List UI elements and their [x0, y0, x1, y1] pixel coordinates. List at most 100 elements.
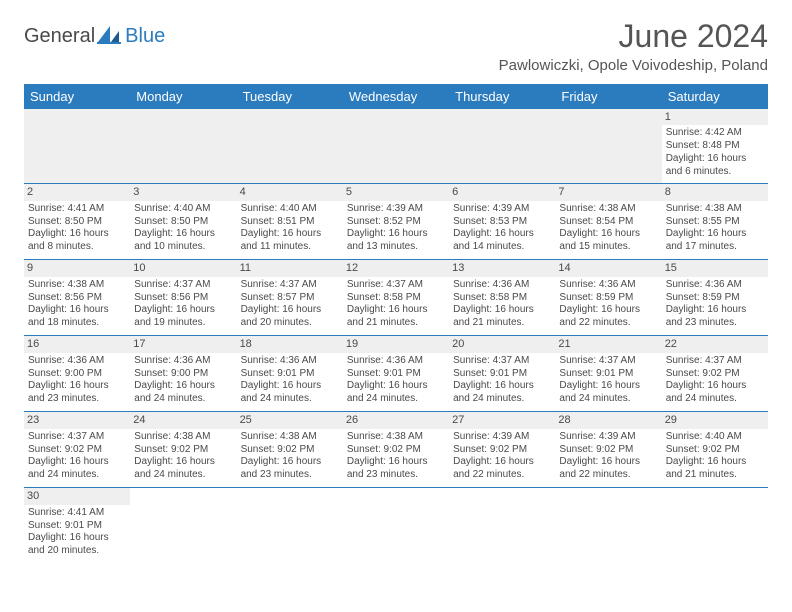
daylight-text: Daylight: 16 hours and 11 minutes.	[241, 228, 339, 254]
header: General Blue June 2024 Pawlowiczki, Opol…	[24, 18, 768, 74]
day-number: 11	[237, 260, 343, 276]
sunset-text: Sunset: 9:02 PM	[559, 444, 657, 457]
logo-sail-icon	[97, 24, 123, 49]
day-info: Sunrise: 4:41 AMSunset: 8:50 PMDaylight:…	[28, 203, 126, 254]
day-number: 20	[449, 336, 555, 352]
sunset-text: Sunset: 8:58 PM	[453, 292, 551, 305]
calendar-day-cell: 24Sunrise: 4:38 AMSunset: 9:02 PMDayligh…	[130, 412, 236, 488]
daylight-text: Daylight: 16 hours and 23 minutes.	[241, 456, 339, 482]
day-number: 5	[343, 184, 449, 200]
sunset-text: Sunset: 9:01 PM	[241, 368, 339, 381]
day-number: 29	[662, 412, 768, 428]
sunrise-text: Sunrise: 4:38 AM	[347, 431, 445, 444]
calendar-day-cell: 3Sunrise: 4:40 AMSunset: 8:50 PMDaylight…	[130, 184, 236, 260]
calendar-day-cell: 13Sunrise: 4:36 AMSunset: 8:58 PMDayligh…	[449, 260, 555, 336]
sunrise-text: Sunrise: 4:40 AM	[241, 203, 339, 216]
calendar-day-cell: 22Sunrise: 4:37 AMSunset: 9:02 PMDayligh…	[662, 336, 768, 412]
calendar-day-cell: 27Sunrise: 4:39 AMSunset: 9:02 PMDayligh…	[449, 412, 555, 488]
day-number: 8	[662, 184, 768, 200]
day-number: 16	[24, 336, 130, 352]
day-number: 9	[24, 260, 130, 276]
day-number: 7	[555, 184, 661, 200]
calendar-day-cell: 18 Sunrise: 4:36 AMSunset: 9:01 PMDayligh…	[237, 336, 343, 412]
sunrise-text: Sunrise: 4:39 AM	[559, 431, 657, 444]
sunset-text: Sunset: 8:53 PM	[453, 216, 551, 229]
calendar-day-cell: 8Sunrise: 4:38 AMSunset: 8:55 PMDaylight…	[662, 184, 768, 260]
day-number: 19	[343, 336, 449, 352]
day-number: 24	[130, 412, 236, 428]
day-info: Sunrise: 4:36 AMSunset: 8:59 PMDaylight:…	[666, 279, 764, 330]
day-number: 17	[130, 336, 236, 352]
day-info: Sunrise: 4:36 AMSunset: 9:00 PMDaylight:…	[134, 355, 232, 406]
day-info: Sunrise: 4:38 AMSunset: 8:56 PMDaylight:…	[28, 279, 126, 330]
daylight-text: Daylight: 16 hours and 24 minutes.	[453, 380, 551, 406]
weekday-header: Monday	[130, 84, 236, 109]
daylight-text: Daylight: 16 hours and 21 minutes.	[453, 304, 551, 330]
sunrise-text: Sunrise: 4:37 AM	[559, 355, 657, 368]
day-info: Sunrise: 4:40 AMSunset: 8:50 PMDaylight:…	[134, 203, 232, 254]
daylight-text: Daylight: 16 hours and 20 minutes.	[28, 532, 126, 558]
calendar-day-cell: 7 Sunrise: 4:38 AMSunset: 8:54 PMDaylight…	[555, 184, 661, 260]
calendar-day-cell: 6Sunrise: 4:39 AMSunset: 8:53 PMDaylight…	[449, 184, 555, 260]
day-info: Sunrise: 4:37 AMSunset: 8:58 PMDaylight:…	[347, 279, 445, 330]
title-block: June 2024 Pawlowiczki, Opole Voivodeship…	[499, 18, 768, 74]
calendar-day-cell: 2Sunrise: 4:41 AMSunset: 8:50 PMDaylight…	[24, 184, 130, 260]
sunset-text: Sunset: 8:59 PM	[559, 292, 657, 305]
day-number: 18	[237, 336, 343, 352]
calendar-day-cell: 15Sunrise: 4:36 AMSunset: 8:59 PMDayligh…	[662, 260, 768, 336]
sunset-text: Sunset: 9:00 PM	[28, 368, 126, 381]
sunrise-text: Sunrise: 4:37 AM	[347, 279, 445, 292]
calendar-day-cell: 4Sunrise: 4:40 AMSunset: 8:51 PMDaylight…	[237, 184, 343, 260]
sunrise-text: Sunrise: 4:40 AM	[666, 431, 764, 444]
sunset-text: Sunset: 9:01 PM	[347, 368, 445, 381]
sunset-text: Sunset: 9:00 PM	[134, 368, 232, 381]
weekday-header-row: Sunday Monday Tuesday Wednesday Thursday…	[24, 84, 768, 109]
day-info: Sunrise: 4:37 AMSunset: 8:56 PMDaylight:…	[134, 279, 232, 330]
sunrise-text: Sunrise: 4:36 AM	[28, 355, 126, 368]
day-info: Sunrise: 4:36 AMSunset: 9:00 PMDaylight:…	[28, 355, 126, 406]
sunrise-text: Sunrise: 4:37 AM	[453, 355, 551, 368]
day-number: 21	[555, 336, 661, 352]
calendar-day-cell	[662, 488, 768, 564]
day-info: Sunrise: 4:38 AMSunset: 8:54 PMDaylight:…	[559, 203, 657, 254]
daylight-text: Daylight: 16 hours and 24 minutes.	[559, 380, 657, 406]
calendar-day-cell: 29Sunrise: 4:40 AMSunset: 9:02 PMDayligh…	[662, 412, 768, 488]
daylight-text: Daylight: 16 hours and 17 minutes.	[666, 228, 764, 254]
day-info: Sunrise: 4:37 AMSunset: 9:01 PMDaylight:…	[559, 355, 657, 406]
daylight-text: Daylight: 16 hours and 22 minutes.	[559, 304, 657, 330]
sunrise-text: Sunrise: 4:37 AM	[134, 279, 232, 292]
calendar-day-cell: 10 Sunrise: 4:37 AMSunset: 8:56 PMDayligh…	[130, 260, 236, 336]
sunrise-text: Sunrise: 4:38 AM	[559, 203, 657, 216]
calendar-day-cell: 9 Sunrise: 4:38 AMSunset: 8:56 PMDaylight…	[24, 260, 130, 336]
weekday-header: Tuesday	[237, 84, 343, 109]
day-info: Sunrise: 4:37 AMSunset: 9:02 PMDaylight:…	[28, 431, 126, 482]
daylight-text: Daylight: 16 hours and 22 minutes.	[559, 456, 657, 482]
sunset-text: Sunset: 8:58 PM	[347, 292, 445, 305]
calendar-day-cell: 11 Sunrise: 4:37 AMSunset: 8:57 PMDayligh…	[237, 260, 343, 336]
daylight-text: Daylight: 16 hours and 24 minutes.	[134, 380, 232, 406]
daylight-text: Daylight: 16 hours and 24 minutes.	[241, 380, 339, 406]
calendar-week-row: 9 Sunrise: 4:38 AMSunset: 8:56 PMDaylight…	[24, 260, 768, 336]
sunrise-text: Sunrise: 4:38 AM	[241, 431, 339, 444]
location-text: Pawlowiczki, Opole Voivodeship, Poland	[499, 57, 768, 74]
sunrise-text: Sunrise: 4:38 AM	[134, 431, 232, 444]
day-number: 13	[449, 260, 555, 276]
sunrise-text: Sunrise: 4:39 AM	[347, 203, 445, 216]
calendar-week-row: 30Sunrise: 4:41 AMSunset: 9:01 PMDayligh…	[24, 488, 768, 564]
calendar-day-cell	[449, 109, 555, 184]
day-number: 14	[555, 260, 661, 276]
daylight-text: Daylight: 16 hours and 8 minutes.	[28, 228, 126, 254]
sunrise-text: Sunrise: 4:36 AM	[347, 355, 445, 368]
sunrise-text: Sunrise: 4:36 AM	[559, 279, 657, 292]
day-number: 10	[130, 260, 236, 276]
daylight-text: Daylight: 16 hours and 23 minutes.	[347, 456, 445, 482]
calendar-week-row: 23 Sunrise: 4:37 AMSunset: 9:02 PMDayligh…	[24, 412, 768, 488]
sunset-text: Sunset: 9:02 PM	[241, 444, 339, 457]
day-info: Sunrise: 4:38 AMSunset: 9:02 PMDaylight:…	[241, 431, 339, 482]
day-info: Sunrise: 4:36 AMSunset: 9:01 PMDaylight:…	[241, 355, 339, 406]
sunrise-text: Sunrise: 4:36 AM	[666, 279, 764, 292]
daylight-text: Daylight: 16 hours and 18 minutes.	[28, 304, 126, 330]
calendar-day-cell: 28Sunrise: 4:39 AMSunset: 9:02 PMDayligh…	[555, 412, 661, 488]
day-info: Sunrise: 4:37 AMSunset: 8:57 PMDaylight:…	[241, 279, 339, 330]
day-number: 23	[24, 412, 130, 428]
